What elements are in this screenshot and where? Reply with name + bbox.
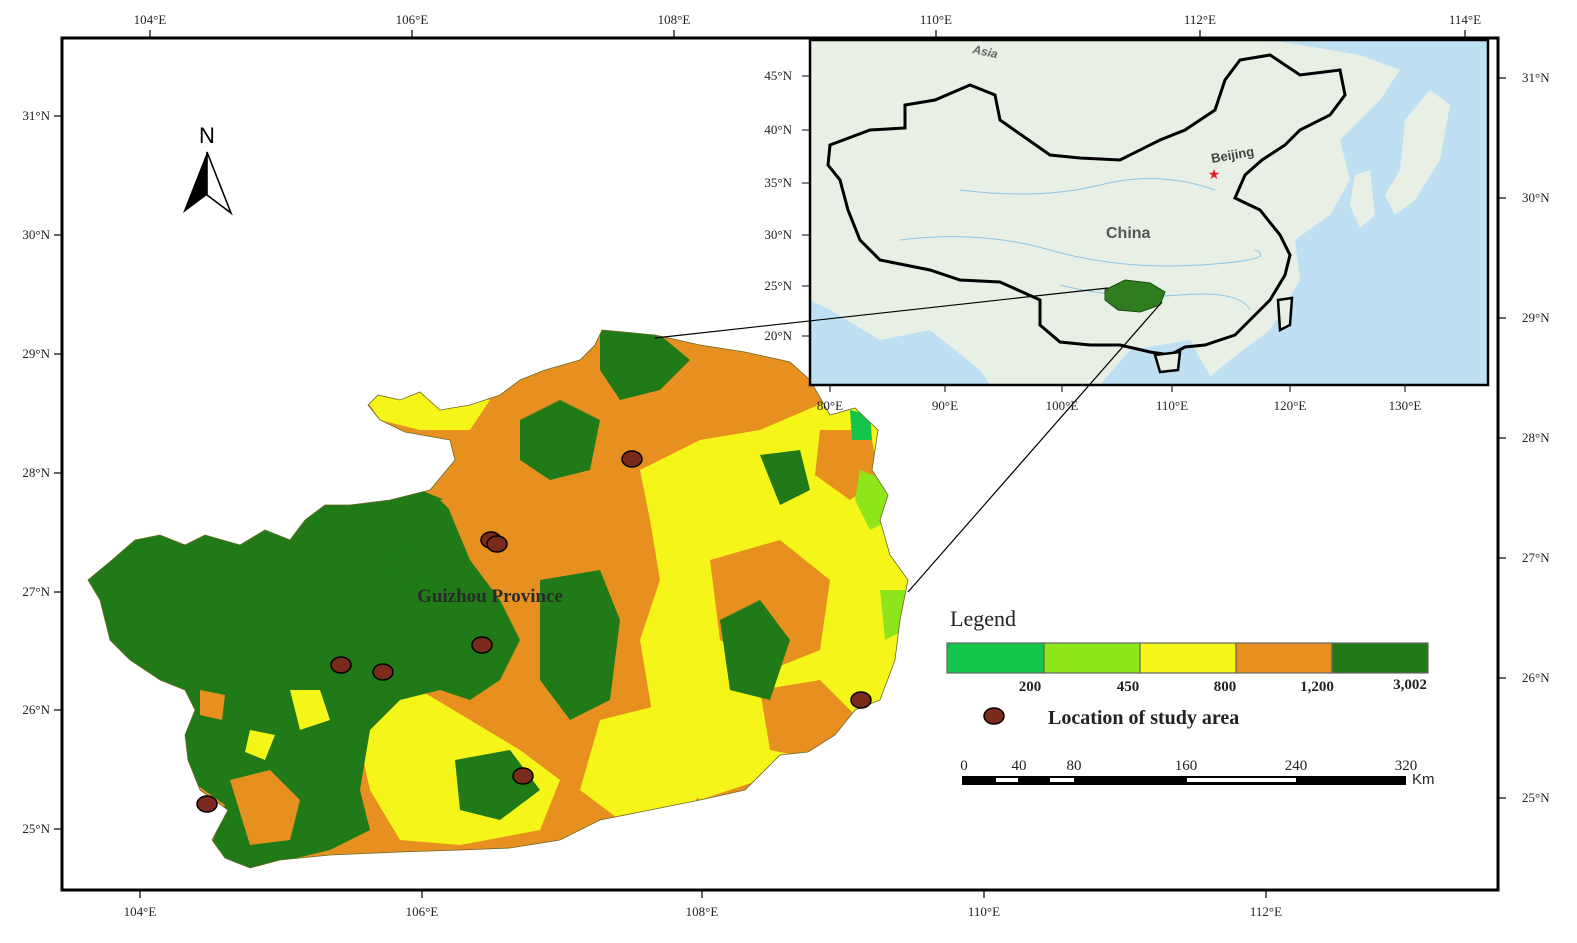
legend-class-label: 200: [1019, 679, 1042, 695]
left-tick-label: 28°N: [22, 465, 50, 480]
top-tick-label: 104°E: [134, 12, 167, 27]
inset-left-tick-label: 30°N: [764, 227, 792, 242]
inset-left-tick-label: 40°N: [764, 122, 792, 137]
inset-left-tick-label: 20°N: [764, 328, 792, 343]
continent-label: Asia: [970, 42, 999, 61]
country-label: China: [1106, 225, 1151, 242]
inset-left-tick-label: 45°N: [764, 68, 792, 83]
legend-site-label: Location of study area: [1048, 707, 1239, 729]
inset-bottom-tick-label: 80°E: [817, 398, 843, 413]
right-tick-label: 30°N: [1522, 190, 1550, 205]
legend-swatch-1200: [1235, 642, 1333, 674]
inset-left-tick-label: 25°N: [764, 278, 792, 293]
legend-class-label: 1,200: [1300, 679, 1334, 695]
inset-left-ticks: [802, 75, 810, 337]
capital-label: Beijing: [1210, 144, 1255, 166]
main-bottom-ticks: [139, 890, 1267, 898]
inset-bottom-ticks: [829, 385, 1406, 392]
top-tick-label: 114°E: [1449, 12, 1481, 27]
top-tick-label: 106°E: [396, 12, 429, 27]
inset-left-tick-labels: 45°N 40°N 35°N 30°N 25°N 20°N: [764, 68, 792, 343]
inset-map: ★ Beijing China Asia: [808, 38, 1490, 387]
legend-swatch-800: [1139, 642, 1237, 674]
china-outline: [826, 53, 1347, 357]
legend-class-label: 3,002: [1393, 677, 1427, 693]
legend-class-label: 450: [1117, 679, 1140, 695]
inset-left-tick-label: 35°N: [764, 175, 792, 190]
scale-label: 80: [1067, 758, 1082, 774]
study-site-marker: [621, 450, 643, 468]
legend-title: Legend: [950, 606, 1016, 631]
connector-line: [654, 287, 1109, 339]
north-arrow: N: [183, 123, 233, 216]
study-site-marker: [372, 663, 394, 681]
main-bottom-tick-labels: 104°E 106°E 108°E 110°E 112°E: [124, 904, 1282, 919]
legend: Legend 200 450 800 1,200 3,002 Location …: [946, 606, 1429, 729]
bottom-tick-label: 106°E: [406, 904, 439, 919]
right-tick-label: 26°N: [1522, 670, 1550, 685]
scale-label: 160: [1175, 758, 1198, 774]
scale-bar: 0 40 80 160 240 320 Km: [960, 758, 1434, 788]
main-top-ticks: [149, 30, 1466, 38]
scale-unit: Km: [1412, 771, 1435, 788]
inset-bottom-tick-label: 120°E: [1274, 398, 1307, 413]
right-tick-label: 25°N: [1522, 790, 1550, 805]
inset-bottom-tick-label: 100°E: [1046, 398, 1079, 413]
study-site-marker: [486, 535, 508, 553]
inset-bottom-tick-label: 110°E: [1156, 398, 1188, 413]
main-left-tick-labels: 31°N 30°N 29°N 28°N 27°N 26°N 25°N: [22, 108, 50, 836]
inset-map-frame: [808, 38, 1490, 387]
study-site-marker: [512, 767, 534, 785]
study-site-marker: [471, 636, 493, 654]
legend-class-label: 800: [1214, 679, 1237, 695]
guizhou-border: [87, 329, 909, 869]
province-label: Guizhou Province: [417, 586, 563, 607]
left-tick-label: 31°N: [22, 108, 50, 123]
scale-label: 0: [960, 758, 968, 774]
study-sites: [196, 450, 872, 813]
legend-site-marker: [983, 707, 1005, 725]
left-tick-label: 25°N: [22, 821, 50, 836]
left-tick-label: 27°N: [22, 584, 50, 599]
main-right-tick-labels: 31°N 30°N 29°N 28°N 27°N 26°N 25°N: [1522, 70, 1550, 805]
north-label: N: [199, 123, 215, 148]
legend-swatch-450: [1043, 642, 1141, 674]
capital-marker: ★: [1208, 168, 1221, 183]
top-tick-label: 108°E: [658, 12, 691, 27]
study-site-marker: [850, 691, 872, 709]
left-tick-label: 30°N: [22, 227, 50, 242]
scale-label: 320: [1395, 758, 1418, 774]
scale-label: 240: [1285, 758, 1308, 774]
main-left-ticks: [54, 115, 62, 830]
top-tick-label: 110°E: [920, 12, 952, 27]
legend-swatch-3002: [1331, 642, 1429, 674]
connector-line: [907, 301, 1163, 593]
right-tick-label: 28°N: [1522, 430, 1550, 445]
right-tick-label: 29°N: [1522, 310, 1550, 325]
inset-bottom-tick-labels: 80°E 90°E 100°E 110°E 120°E 130°E: [817, 398, 1421, 413]
scale-label: 40: [1012, 758, 1027, 774]
right-tick-label: 31°N: [1522, 70, 1550, 85]
right-tick-label: 27°N: [1522, 550, 1550, 565]
left-tick-label: 26°N: [22, 702, 50, 717]
bottom-tick-label: 112°E: [1250, 904, 1282, 919]
study-site-marker: [330, 656, 352, 674]
main-right-ticks: [1498, 77, 1506, 799]
inset-bottom-tick-label: 90°E: [932, 398, 958, 413]
bottom-tick-label: 104°E: [124, 904, 157, 919]
study-site-marker: [196, 795, 218, 813]
bottom-tick-label: 108°E: [686, 904, 719, 919]
main-top-tick-labels: 104°E 106°E 108°E 110°E 112°E 114°E: [134, 12, 1481, 27]
legend-swatch-200: [946, 642, 1045, 674]
inset-bottom-tick-label: 130°E: [1389, 398, 1422, 413]
left-tick-label: 29°N: [22, 346, 50, 361]
top-tick-label: 112°E: [1184, 12, 1216, 27]
bottom-tick-label: 110°E: [968, 904, 1000, 919]
